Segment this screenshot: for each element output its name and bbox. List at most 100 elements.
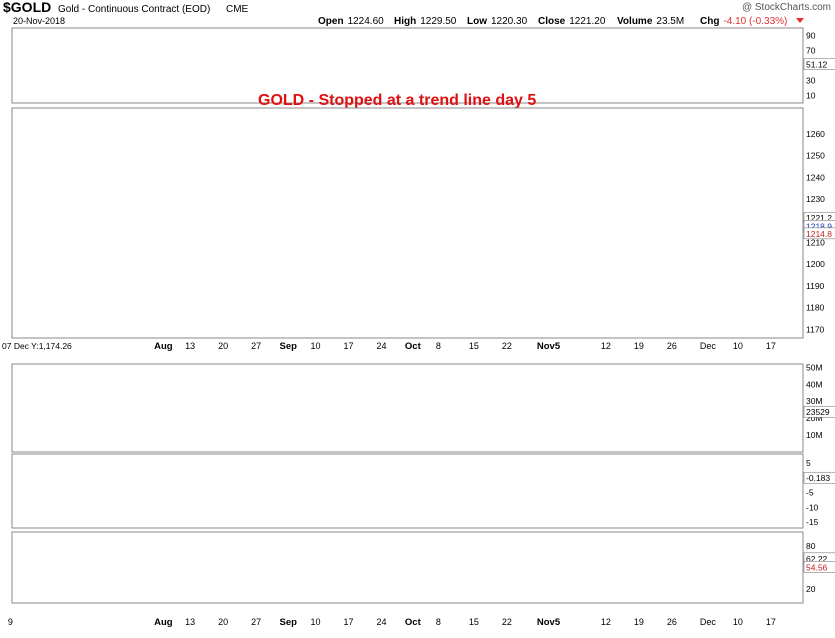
volume-last-value-box bbox=[803, 405, 835, 418]
y-tick-label: 30M bbox=[806, 396, 823, 406]
quote-value: -4.10 (-0.33%) bbox=[723, 16, 787, 27]
quote-label: High bbox=[394, 16, 416, 27]
date-tick-label: 24 bbox=[377, 617, 387, 627]
symbol: $GOLD bbox=[3, 0, 51, 15]
month-label: Aug bbox=[154, 617, 173, 628]
y-tick-label: 1230 bbox=[806, 194, 825, 204]
y-tick-label: 10 bbox=[806, 91, 816, 101]
y-tick-label: 1200 bbox=[806, 259, 825, 269]
stochastic-frame bbox=[11, 531, 804, 604]
y-tick-label: 1240 bbox=[806, 172, 825, 182]
stochastic-k-value: 62.22 bbox=[806, 554, 828, 564]
quote-volume: Volume 23.5M bbox=[617, 16, 684, 27]
quote-date: 20-Nov-2018 bbox=[13, 16, 65, 26]
y-tick-label: 10M bbox=[806, 430, 823, 440]
y-tick-label: 1190 bbox=[806, 281, 825, 291]
quote-open: Open 1224.60 bbox=[318, 16, 384, 27]
quote-row: Open 1224.60 High 1229.50 Low 1220.30 Close 122… bbox=[318, 16, 804, 27]
quote-chg: Chg -4.10 (-0.33%) bbox=[700, 16, 787, 27]
bottom-date-axis: 9 Aug Sep Oct Nov5 13 20 27 10 17 24 8 15 22 12 19 26 Dec… bbox=[8, 617, 776, 628]
month-label: Sep bbox=[280, 617, 298, 628]
price-frame bbox=[11, 107, 804, 339]
date-tick-label: Dec bbox=[700, 617, 717, 627]
date-tick-label: 22 bbox=[502, 341, 512, 351]
quote-low: Low 1220.30 bbox=[467, 16, 528, 27]
rsi-last-value: 51.12 bbox=[806, 60, 828, 70]
y-tick-label: 50M bbox=[806, 362, 823, 372]
quote-close: Close 1221.20 bbox=[538, 16, 606, 27]
date-tick-label: 13 bbox=[185, 341, 195, 351]
instrument-name: Gold - Continuous Contract (EOD) bbox=[58, 4, 210, 15]
date-tick-label: 20 bbox=[218, 341, 228, 351]
date-tick-label: Dec bbox=[700, 341, 717, 351]
quote-value: 23.5M bbox=[656, 16, 684, 27]
down-triangle-icon bbox=[796, 18, 804, 23]
y-tick-label: 70 bbox=[806, 46, 816, 56]
ema-last-value: 1218.9 bbox=[806, 221, 832, 231]
macd-frame bbox=[11, 453, 804, 529]
date-tick-label: 10 bbox=[733, 341, 743, 351]
date-tick-label: 13 bbox=[185, 617, 195, 627]
quote-value: 1221.20 bbox=[569, 16, 606, 27]
date-tick-label: 19 bbox=[634, 617, 644, 627]
ma-last-value-box bbox=[803, 227, 835, 240]
date-tick-label: 10 bbox=[733, 617, 743, 627]
date-tick-label: 24 bbox=[377, 341, 387, 351]
date-tick-label: 17 bbox=[766, 617, 776, 627]
y-tick-label: 1260 bbox=[806, 129, 825, 139]
date-tick-label: 17 bbox=[344, 617, 354, 627]
macd-last-value-box bbox=[803, 471, 835, 484]
quote-value: 1220.30 bbox=[491, 16, 528, 27]
y-tick-label: 30 bbox=[806, 76, 816, 86]
month-label: Nov5 bbox=[537, 341, 561, 352]
y-tick-label: 20M bbox=[806, 413, 823, 423]
date-tick-label: 19 bbox=[634, 341, 644, 351]
quote-high: High 1229.50 bbox=[394, 16, 457, 27]
date-tick-label: 22 bbox=[502, 617, 512, 627]
y-tick-label: 1210 bbox=[806, 238, 825, 248]
volume-frame bbox=[11, 363, 804, 453]
date-tick-label: 26 bbox=[667, 617, 677, 627]
rsi-last-value-box bbox=[803, 58, 835, 70]
date-tick-label: 17 bbox=[344, 341, 354, 351]
y-tick-label: 80 bbox=[806, 541, 816, 551]
month-label: Nov5 bbox=[537, 617, 561, 628]
quote-label: Low bbox=[467, 16, 487, 27]
date-tick-label: 17 bbox=[766, 341, 776, 351]
y-tick-label: -10 bbox=[806, 502, 819, 512]
date-tick-label: 27 bbox=[251, 341, 261, 351]
date-tick-label: 15 bbox=[469, 617, 479, 627]
date-tick-label: 20 bbox=[218, 617, 228, 627]
y-tick-label: 1250 bbox=[806, 151, 825, 161]
y-tick-label: 90 bbox=[806, 31, 816, 41]
date-tick-label: 12 bbox=[601, 617, 611, 627]
exchange: CME bbox=[226, 4, 249, 15]
month-label: Aug bbox=[154, 341, 173, 352]
date-tick-label: 12 bbox=[601, 341, 611, 351]
stochastic-d-value: 54.56 bbox=[806, 562, 828, 572]
quote-label: Close bbox=[538, 16, 566, 27]
rsi-frame bbox=[11, 27, 804, 104]
month-label: Oct bbox=[405, 617, 422, 628]
quote-label: Volume bbox=[617, 16, 653, 27]
y-tick-label: 40M bbox=[806, 379, 823, 389]
date-tick-label: 8 bbox=[436, 341, 441, 351]
quote-label: Open bbox=[318, 16, 344, 27]
date-tick-label: 10 bbox=[311, 617, 321, 627]
quote-label: Chg bbox=[700, 16, 719, 27]
date-axis-bg bbox=[12, 340, 803, 352]
chart-header: $GOLD Gold - Continuous Contract (EOD) C… bbox=[3, 0, 831, 27]
y-tick-label: -15 bbox=[806, 517, 819, 527]
y-tick-label: 1170 bbox=[806, 324, 825, 334]
ma-last-value: 1214.8 bbox=[806, 229, 832, 239]
low-marker: 07 Dec Y:1,174.26 bbox=[2, 341, 72, 351]
date-tick-label: 15 bbox=[469, 341, 479, 351]
y-tick-label: 1180 bbox=[806, 303, 825, 313]
date-tick-label: 10 bbox=[311, 341, 321, 351]
date-tick-label: 26 bbox=[667, 341, 677, 351]
stochastic-d-value-box bbox=[803, 561, 835, 573]
date-tick-label: 8 bbox=[436, 617, 441, 627]
date-tick-label: 9 bbox=[8, 617, 13, 627]
